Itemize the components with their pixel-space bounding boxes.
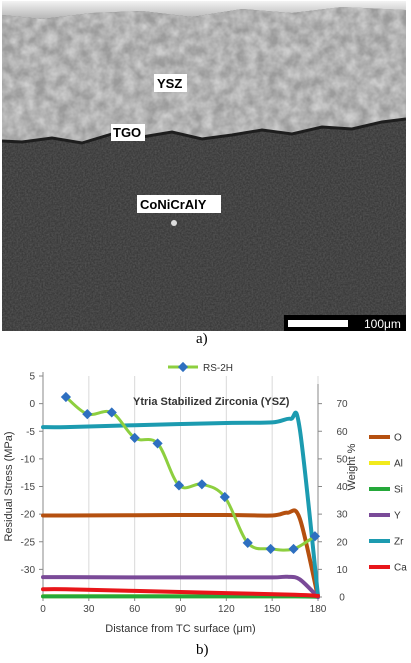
top-surface [2,1,406,19]
bond-coat-label: CoNiCrAlY [140,197,207,212]
scale-bar-label: 100μm [364,317,401,331]
y-left-tick-label: -20 [21,510,36,521]
legend-label-ca: Ca [394,563,407,574]
tgo-label: TGO [113,125,141,140]
series-line-zr [41,410,320,598]
x-axis-label: Distance from TC surface (μm) [105,623,255,635]
x-tick-label: 30 [83,604,95,615]
tgo-layer [2,117,406,145]
rs-2h-marker [196,479,207,490]
y-left-tick-label: -10 [21,454,36,465]
legend-label-o: O [394,433,402,444]
y-right-tick-label: 30 [336,510,348,521]
rs-2h-marker [288,543,299,555]
rs-2h-marker [173,480,185,491]
x-tick-label: 60 [129,604,141,615]
y-right-tick-label: 10 [336,565,348,576]
ysz-label-box [154,74,187,92]
scale-bar [288,320,348,327]
legend-label-y: Y [394,511,401,522]
y-left-tick-label: -15 [21,482,36,493]
tick-labels: 0 30 60 90 120 150 18050-5-10-15-20-25-3001020… [21,372,348,616]
ysz-texture [2,7,406,143]
legend-label-al: Al [394,459,403,470]
y-left-tick-label: 0 [29,399,35,410]
x-tick-label: 150 [264,604,281,615]
x-tick-label: 0 [40,604,46,615]
bond-coat-label-box [137,195,221,213]
y-right-tick-label: 20 [336,537,348,548]
rs-2h-marker [129,432,140,443]
caption-b: b) [196,642,209,658]
y-right-tick-label: 60 [336,427,348,438]
chart-annotation: Ytria Stabilized Zirconia (YSZ) [133,396,290,408]
series-line-y [41,574,320,599]
sem-micrograph: YSZ TGO CoNiCrAlY 100μm [2,1,406,331]
pore-spot [171,220,177,226]
legend-label-zr: Zr [394,537,404,548]
y-right-tick-label: 40 [336,482,348,493]
y-right-tick-label: 50 [336,454,348,465]
rs-2h-marker [265,543,276,555]
x-tick-label: 120 [218,604,235,615]
y-left-tick-label: -30 [21,565,36,576]
composition-stress-chart: 0 30 60 90 120 150 18050-5-10-15-20-25-3001020… [3,361,407,635]
legend-label-si: Si [394,485,403,496]
y-left-tick-label: 5 [29,372,35,383]
y-axis-label-left: Residual Stress (MPa) [3,431,15,541]
x-tick-label: 90 [175,604,187,615]
y-right-tick-label: 70 [336,399,348,410]
caption-a: a) [196,331,208,347]
legend-marker-rs-2h [177,361,189,373]
series-line-o [41,508,320,599]
stress-series [60,391,321,555]
y-axis-label-right: Weight % [346,443,358,490]
legend-label-rs-2h: RS-2H [203,363,233,374]
y-left-tick-label: -25 [21,537,36,548]
series-line-ca [41,587,320,598]
tgo-label-box [111,124,145,141]
y-left-tick-label: -5 [26,427,35,438]
element-series [41,410,320,599]
x-tick-label: 180 [310,604,327,615]
y-right-tick-label: 0 [339,593,345,604]
legends: RS-2H O Al Si Y Zr Ca [168,361,407,574]
rs-2h-marker [219,491,230,503]
rs-2h-marker [309,531,321,542]
ysz-label: YSZ [157,76,182,91]
